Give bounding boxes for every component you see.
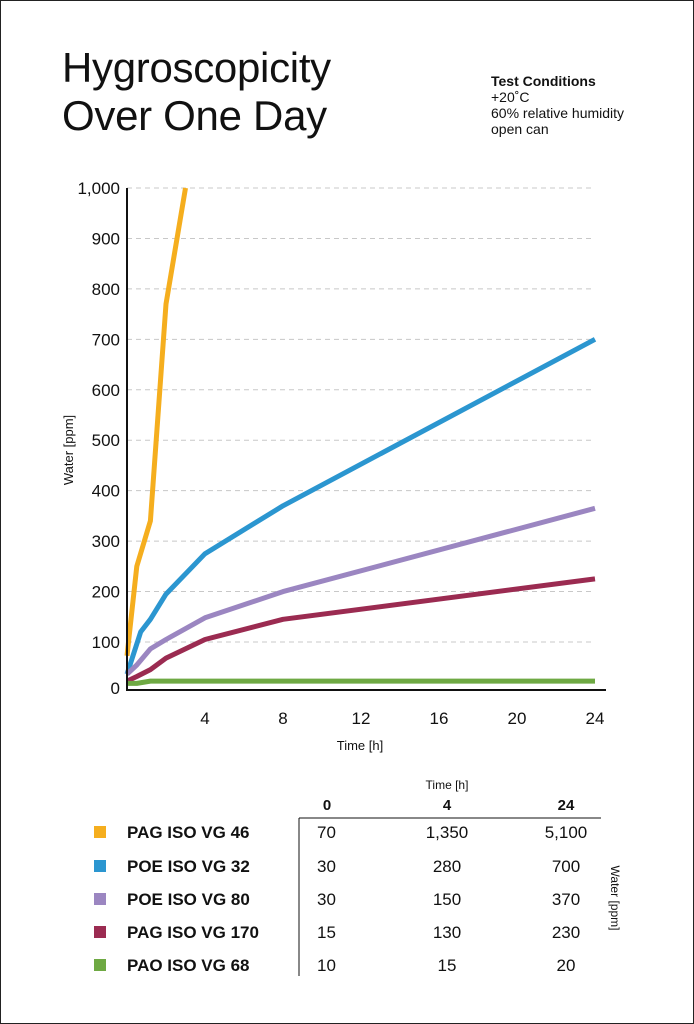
- y-tick-label: 100: [92, 633, 120, 652]
- table-side-label: Water [ppm]: [608, 866, 622, 931]
- title-line-1: Hygroscopicity: [62, 44, 331, 91]
- y-tick-label: 900: [92, 229, 120, 248]
- y-tick-label: 600: [92, 381, 120, 400]
- table-cell: 5,100: [545, 823, 588, 842]
- legend-label: PAO ISO VG 68: [127, 956, 250, 975]
- x-tick-label: 20: [508, 709, 527, 728]
- legend-swatch: [94, 860, 106, 872]
- legend-label: PAG ISO VG 46: [127, 823, 250, 842]
- series-line: [125, 505, 596, 677]
- legend-swatch: [94, 826, 106, 838]
- table-cell: 230: [552, 923, 580, 942]
- x-tick-label: 8: [278, 709, 287, 728]
- table-cell: 15: [438, 956, 457, 975]
- conditions-temperature: +20˚C: [491, 89, 530, 105]
- table-cell: 1,350: [426, 823, 469, 842]
- y-tick-label: 0: [111, 679, 120, 698]
- legend-label: POE ISO VG 80: [127, 890, 250, 909]
- table-cell: 370: [552, 890, 580, 909]
- table-cell: 30: [317, 890, 336, 909]
- x-tick-label: 4: [200, 709, 209, 728]
- table-cell: 10: [317, 956, 336, 975]
- legend-swatch: [94, 959, 106, 971]
- legend-swatch: [94, 926, 106, 938]
- conditions-container: open can: [491, 121, 549, 137]
- x-axis-title: Time [h]: [337, 738, 383, 753]
- page-title: Hygroscopicity Over One Day: [62, 44, 331, 140]
- table-cell: 20: [557, 956, 576, 975]
- table-cell: 70: [317, 823, 336, 842]
- series-line: [125, 576, 596, 684]
- y-tick-label: 800: [92, 280, 120, 299]
- table-cell: 280: [433, 857, 461, 876]
- legend-label: PAG ISO VG 170: [127, 923, 259, 942]
- y-tick-label: 200: [92, 583, 120, 602]
- legend-label: POE ISO VG 32: [127, 857, 250, 876]
- y-tick-label: 500: [92, 431, 120, 450]
- table-cell: 150: [433, 890, 461, 909]
- x-tick-label: 24: [586, 709, 605, 728]
- table-cell: 30: [317, 857, 336, 876]
- table-header: 0: [323, 797, 331, 814]
- series-line: [124, 187, 188, 657]
- table-header: 4: [443, 797, 452, 814]
- x-tick-label: 16: [430, 709, 449, 728]
- conditions-humidity: 60% relative humidity: [491, 105, 625, 121]
- series-line: [127, 678, 595, 686]
- series-line: [124, 337, 597, 675]
- title-line-2: Over One Day: [62, 92, 327, 139]
- y-tick-label: 1,000: [77, 179, 120, 198]
- y-tick-label: 400: [92, 482, 120, 501]
- table-cell: 15: [317, 923, 336, 942]
- x-tick-label: 12: [352, 709, 371, 728]
- table-cell: 130: [433, 923, 461, 942]
- test-conditions: Test Conditions +20˚C 60% relative humid…: [491, 73, 624, 137]
- conditions-heading: Test Conditions: [491, 73, 596, 89]
- table-cell: 700: [552, 857, 580, 876]
- y-axis-title: Water [ppm]: [61, 415, 76, 485]
- y-tick-label: 700: [92, 330, 120, 349]
- table-header: 24: [558, 797, 575, 814]
- table-time-label: Time [h]: [426, 778, 469, 792]
- y-tick-label: 300: [92, 532, 120, 551]
- legend-swatch: [94, 893, 106, 905]
